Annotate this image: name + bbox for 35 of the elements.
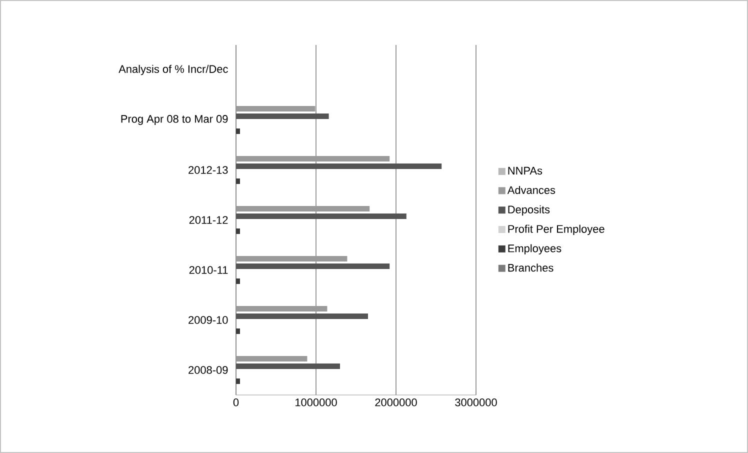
y-tick-label: 2011-12 — [189, 216, 228, 224]
bar — [236, 128, 240, 134]
y-tick-label: Analysis of % Incr/Dec — [118, 64, 228, 76]
bar — [236, 206, 370, 212]
y-tick-label: 2012-13 — [188, 166, 228, 174]
y-tick-label: 2009-10 — [188, 316, 228, 324]
legend-label: Profit Per Employee — [508, 224, 604, 235]
x-tick-label: 3000000 — [455, 398, 497, 406]
x-tick-label: 1000000 — [296, 398, 337, 406]
bar — [236, 278, 240, 284]
legend-label: Branches — [508, 264, 554, 272]
bar — [236, 263, 390, 269]
bar — [236, 256, 348, 262]
bar — [236, 228, 240, 234]
legend-label: Advances — [507, 186, 556, 194]
bar — [236, 306, 328, 312]
legend-label: Deposits — [508, 205, 550, 216]
x-tick-label: 2000000 — [375, 398, 417, 406]
y-tick-label: 2010-11 — [189, 266, 228, 274]
bar — [236, 178, 240, 184]
bar — [236, 356, 308, 362]
bar — [236, 378, 240, 384]
bar — [236, 213, 406, 219]
y-tick-label: Prog Apr 08 to Mar 09 — [121, 115, 228, 125]
bar — [236, 163, 442, 169]
y-tick-label: 2008-09 — [188, 366, 228, 374]
legend-label: Employees — [508, 244, 562, 254]
x-tick-label: 0 — [233, 398, 239, 406]
bar — [236, 328, 240, 334]
bar — [236, 113, 329, 119]
bar — [236, 156, 390, 162]
legend-label: NNPAs — [508, 166, 542, 175]
bar — [236, 313, 368, 319]
bar — [236, 363, 340, 369]
bar — [236, 106, 316, 112]
